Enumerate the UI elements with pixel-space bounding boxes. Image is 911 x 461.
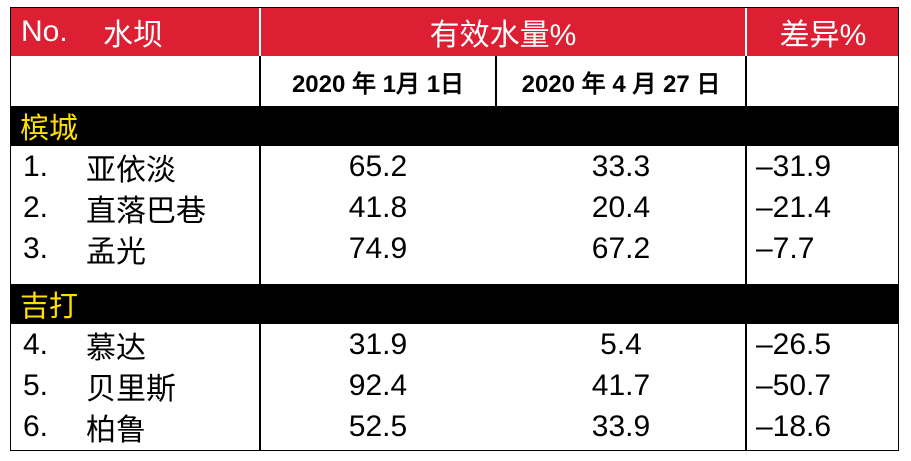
column-divider xyxy=(745,324,747,450)
header-date-1: 2020 年 1月 1日 xyxy=(291,70,465,98)
header-date-2: 2020 年 4 月 27 日 xyxy=(521,70,721,98)
header-volume: 有效水量% xyxy=(429,19,577,52)
date-header-row: 2020 年 1月 1日 2020 年 4 月 27 日 xyxy=(11,56,898,107)
section-title: 槟城 xyxy=(20,113,79,145)
table-row: 3. 孟光 74.9 67.2 –7.7 xyxy=(11,228,898,269)
section-title: 吉打 xyxy=(20,291,79,323)
row-volume-apr: 33.3 xyxy=(591,149,651,183)
row-dam: 亚依淡 xyxy=(86,153,176,187)
row-diff: –21.4 xyxy=(756,190,832,224)
table-row: 1. 亚依淡 65.2 33.3 –31.9 xyxy=(11,146,898,187)
header-divider xyxy=(745,8,747,56)
header-row: No. 水坝 有效水量% 差异% xyxy=(11,8,898,56)
row-no: 1. xyxy=(23,149,49,183)
section-header: 槟城 xyxy=(11,106,898,146)
section-header: 吉打 xyxy=(11,284,898,324)
row-no: 6. xyxy=(23,409,49,443)
header-dam: 水坝 xyxy=(103,19,163,52)
row-volume-jan: 31.9 xyxy=(348,327,408,361)
row-volume-jan: 92.4 xyxy=(348,368,408,402)
row-diff: –26.5 xyxy=(756,327,832,361)
header-diff: 差异% xyxy=(779,19,867,52)
row-volume-apr: 67.2 xyxy=(591,231,651,265)
row-diff: –50.7 xyxy=(756,368,832,402)
row-volume-apr: 5.4 xyxy=(600,327,642,361)
table-row: 4. 慕达 31.9 5.4 –26.5 xyxy=(11,324,898,365)
row-dam: 柏鲁 xyxy=(86,413,146,447)
row-volume-apr: 33.9 xyxy=(591,409,651,443)
row-no: 4. xyxy=(23,327,49,361)
row-volume-jan: 65.2 xyxy=(348,149,408,183)
row-volume-apr: 20.4 xyxy=(591,190,651,224)
row-diff: –18.6 xyxy=(756,409,832,443)
row-dam: 直落巴巷 xyxy=(86,194,206,228)
row-no: 5. xyxy=(23,368,49,402)
row-no: 3. xyxy=(23,231,49,265)
row-diff: –7.7 xyxy=(756,231,815,265)
column-divider xyxy=(745,56,747,106)
row-dam: 孟光 xyxy=(86,235,146,269)
column-divider xyxy=(495,56,497,106)
row-volume-apr: 41.7 xyxy=(591,368,651,402)
dam-water-table: No. 水坝 有效水量% 差异% 2020 年 1月 1日 2020 年 4 月… xyxy=(10,7,899,451)
row-dam: 贝里斯 xyxy=(86,372,176,406)
row-volume-jan: 41.8 xyxy=(348,190,408,224)
column-divider xyxy=(259,324,261,450)
row-volume-jan: 74.9 xyxy=(348,231,408,265)
table-row: 5. 贝里斯 92.4 41.7 –50.7 xyxy=(11,365,898,406)
column-divider xyxy=(745,146,747,284)
table-row: 2. 直落巴巷 41.8 20.4 –21.4 xyxy=(11,187,898,228)
row-no: 2. xyxy=(23,190,49,224)
row-volume-jan: 52.5 xyxy=(348,409,408,443)
header-divider xyxy=(259,8,261,56)
row-dam: 慕达 xyxy=(86,331,146,365)
table-row: 6. 柏鲁 52.5 33.9 –18.6 xyxy=(11,406,898,447)
header-no: No. xyxy=(21,15,68,48)
column-divider xyxy=(259,146,261,284)
column-divider xyxy=(259,56,261,106)
row-diff: –31.9 xyxy=(756,149,832,183)
